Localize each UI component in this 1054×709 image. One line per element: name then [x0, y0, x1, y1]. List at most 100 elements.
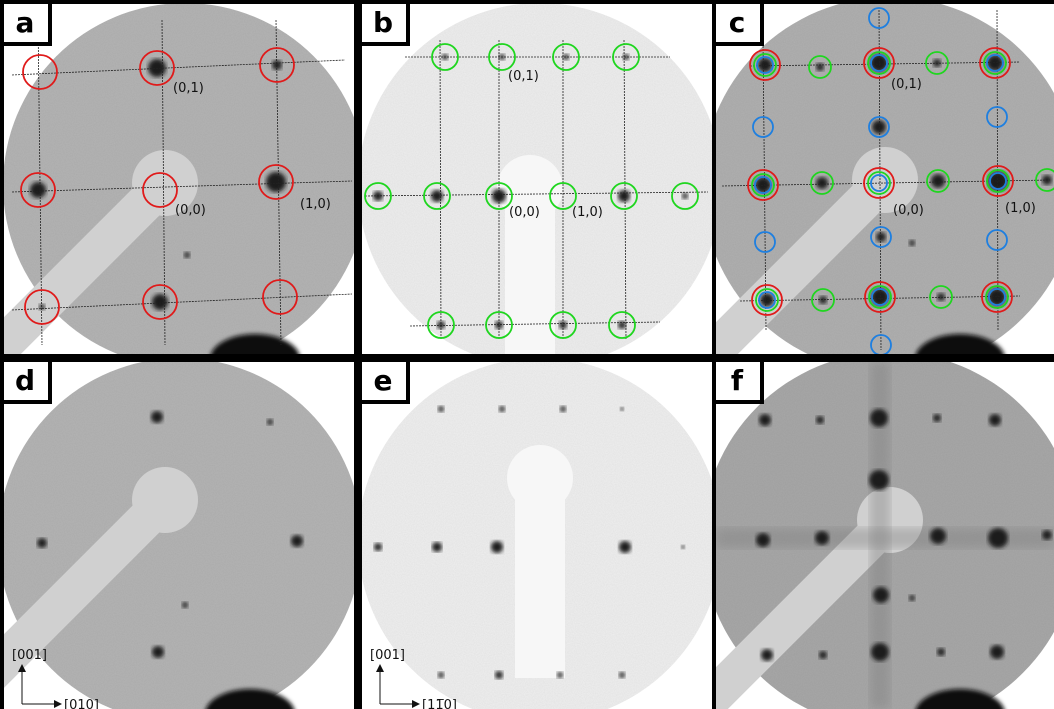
spot-marker — [139, 50, 175, 86]
spot-marker — [142, 284, 178, 320]
spot-marker — [870, 54, 888, 72]
shadow — [915, 334, 1005, 354]
diffraction-spot — [681, 545, 685, 549]
panel-label: c — [729, 6, 746, 39]
spot-marker — [431, 43, 459, 71]
arrow-head — [54, 700, 62, 708]
panel-label: f — [731, 364, 744, 397]
beam-stop — [132, 150, 198, 216]
diffraction-spot — [438, 672, 444, 678]
spot-marker — [808, 55, 832, 79]
spot-marker — [749, 49, 781, 81]
spot-label: (0,0) — [175, 203, 206, 218]
spot-marker — [986, 169, 1010, 193]
spot-marker — [485, 182, 513, 210]
spot-marker — [22, 54, 58, 90]
spot-marker — [810, 171, 834, 195]
spot-marker — [986, 54, 1004, 72]
spot-marker — [754, 176, 772, 194]
axis-label: [001] — [12, 648, 47, 663]
lattice-line — [11, 59, 346, 76]
diffraction-spot — [30, 182, 46, 198]
diffraction-spot — [819, 651, 827, 659]
spot-marker — [259, 47, 295, 83]
lattice-line — [439, 39, 442, 341]
diffraction-spot — [560, 406, 566, 412]
diffraction-spot — [989, 414, 1001, 426]
spot-marker — [753, 53, 777, 77]
spot-marker — [986, 106, 1008, 128]
beam-stop — [132, 467, 198, 533]
diffraction-spot — [152, 294, 168, 310]
lattice-line — [878, 9, 882, 351]
spot-marker — [752, 116, 774, 138]
diffraction-spot — [756, 533, 770, 547]
diffraction-spot — [933, 414, 941, 422]
diffraction-spot — [619, 672, 625, 678]
spot-marker — [985, 285, 1009, 309]
panel: (0,1) (0,0) (1,0) a — [4, 4, 354, 354]
shadow — [205, 689, 295, 709]
diffraction-spot — [152, 646, 164, 658]
spot-marker — [423, 182, 451, 210]
diffraction-spot — [930, 528, 946, 544]
diffraction-spot — [148, 59, 166, 77]
diffraction-spot — [182, 602, 188, 608]
streak — [716, 528, 1054, 548]
arrow-head — [18, 664, 26, 672]
spot-marker — [989, 172, 1007, 190]
spot-marker — [979, 47, 1011, 79]
lattice-line — [739, 295, 1021, 302]
spot-marker — [982, 165, 1014, 197]
lattice-line — [749, 61, 1021, 67]
arrow-head — [412, 700, 420, 708]
spot-marker — [868, 116, 890, 138]
spot-label: (1,0) — [1005, 201, 1036, 216]
diffraction-spot — [815, 531, 829, 545]
diffraction-spot — [499, 406, 505, 412]
spot-marker — [751, 284, 783, 316]
panel-label: b — [373, 6, 393, 39]
lattice-line — [275, 19, 282, 346]
diffraction-spot — [431, 190, 443, 202]
spot-marker — [871, 288, 889, 306]
diffraction-spot — [816, 63, 824, 71]
beam-stop-arm — [716, 166, 899, 354]
diffraction-spot — [872, 120, 886, 134]
spot-marker — [863, 167, 895, 199]
panel-label: e — [374, 364, 393, 397]
diffraction-spot — [267, 419, 273, 425]
diffraction-spot — [873, 587, 889, 603]
spot-marker — [864, 281, 896, 313]
shadow — [915, 689, 1005, 709]
panel: [001] [11̅0] e — [362, 362, 712, 709]
lattice-line — [409, 321, 661, 327]
diffraction-spot — [266, 172, 286, 192]
spot-marker — [485, 311, 513, 339]
spot-marker — [811, 288, 835, 312]
beam-stop-arm — [4, 169, 179, 354]
beam-stop — [497, 155, 563, 221]
axis-label: [001] — [370, 648, 405, 663]
spot-marker — [262, 279, 298, 315]
diffraction-spot — [988, 288, 1006, 306]
spot-marker — [747, 169, 779, 201]
label-box — [362, 362, 410, 404]
spot-marker — [870, 226, 892, 248]
spot-marker — [608, 311, 636, 339]
spot-marker — [863, 47, 895, 79]
spot-marker — [671, 182, 699, 210]
diffraction-spot — [491, 541, 503, 553]
panel: [001] [010] d — [4, 362, 354, 709]
lattice-line — [11, 293, 353, 311]
diffraction-spot — [432, 542, 442, 552]
diffraction-spot — [620, 407, 624, 411]
spot-label: (0,1) — [508, 69, 539, 84]
diffraction-spot — [759, 414, 771, 426]
spot-marker — [1035, 168, 1054, 192]
spot-marker — [612, 43, 640, 71]
diffraction-spot — [184, 252, 190, 258]
spot-marker — [488, 43, 516, 71]
axis-label: [010] — [64, 698, 99, 709]
spot-marker — [549, 182, 577, 210]
